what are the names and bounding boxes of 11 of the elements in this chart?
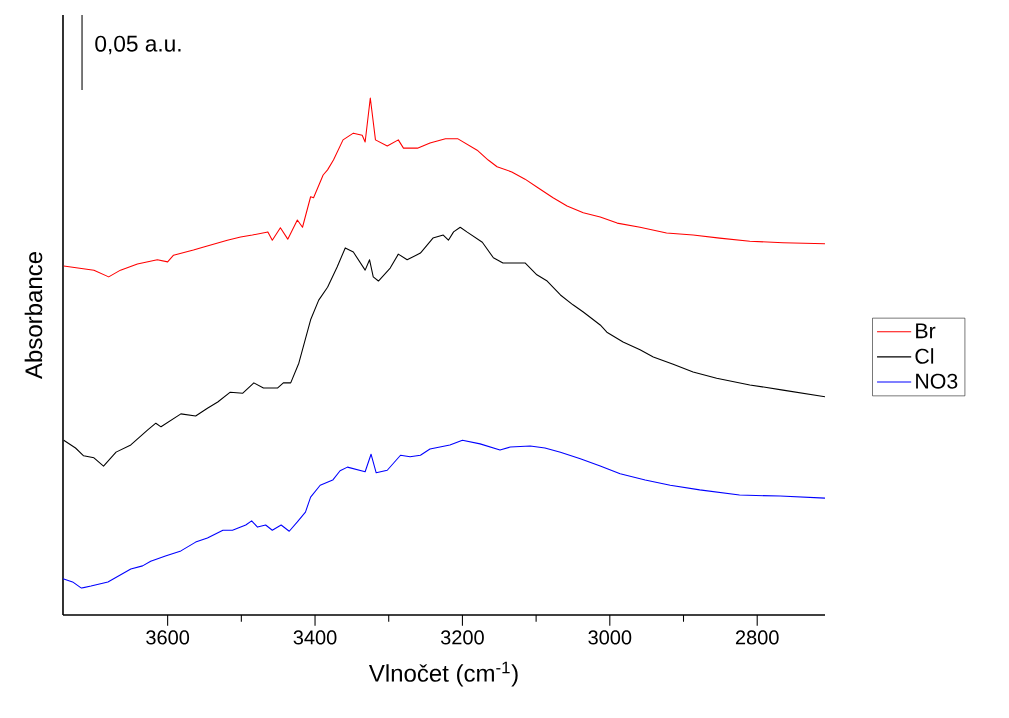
x-axis-title: Vlnočet (cm$^{-1}$): [368, 661, 518, 687]
x-tick-label: 3000: [588, 630, 632, 645]
legend-label: NO3: [916, 373, 958, 389]
x-tick-label: 3400: [293, 630, 337, 645]
x-tick-label: 3200: [440, 630, 484, 645]
text: 0,05 a.u.: [95, 35, 181, 55]
x-tick-label: 3600: [146, 630, 190, 645]
legend-label: Cl: [915, 348, 934, 364]
x-tick-label: 2800: [735, 630, 779, 645]
y-axis-title: Absorbance: [24, 252, 43, 379]
legend-label: Br: [916, 323, 936, 339]
